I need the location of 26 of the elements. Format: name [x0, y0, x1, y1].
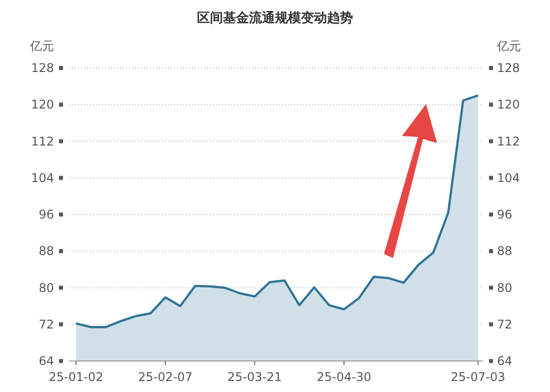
x-tick-label: 25-07-03: [450, 370, 506, 384]
y-axis-title: 亿元: [29, 39, 54, 53]
y2-tick-label: 112: [497, 134, 520, 148]
y2-tick-label: 64: [497, 354, 512, 368]
y2-tick-label: 96: [497, 208, 512, 222]
y2-tick-label: 72: [497, 317, 512, 332]
y2-axis-title: 亿元: [496, 39, 521, 53]
x-tick-label: 25-02-07: [138, 370, 193, 384]
x-tick-label: 25-03-21: [227, 370, 282, 384]
y2-tick-label: 104: [497, 170, 520, 185]
y2-tick-label: 128: [497, 61, 520, 75]
y2-tick-label: 88: [497, 244, 512, 258]
y2-tick-label: 80: [497, 280, 512, 295]
x-tick-label: 25-01-02: [48, 370, 104, 384]
y2-tick-label: 120: [497, 98, 520, 112]
y-tick-label: 128: [31, 61, 54, 75]
y-tick-label: 112: [31, 134, 54, 148]
y-tick-label: 120: [31, 98, 54, 112]
y-tick-label: 88: [38, 244, 54, 258]
y-tick-label: 96: [38, 208, 54, 222]
y-tick-label: 104: [31, 170, 54, 185]
x-tick-label: 25-04-30: [316, 370, 372, 384]
y-tick-label: 64: [38, 354, 54, 368]
y-tick-label: 80: [38, 280, 54, 295]
chart-title: 区间基金流通规模变动趋势: [197, 10, 353, 26]
y-tick-label: 72: [38, 317, 54, 332]
